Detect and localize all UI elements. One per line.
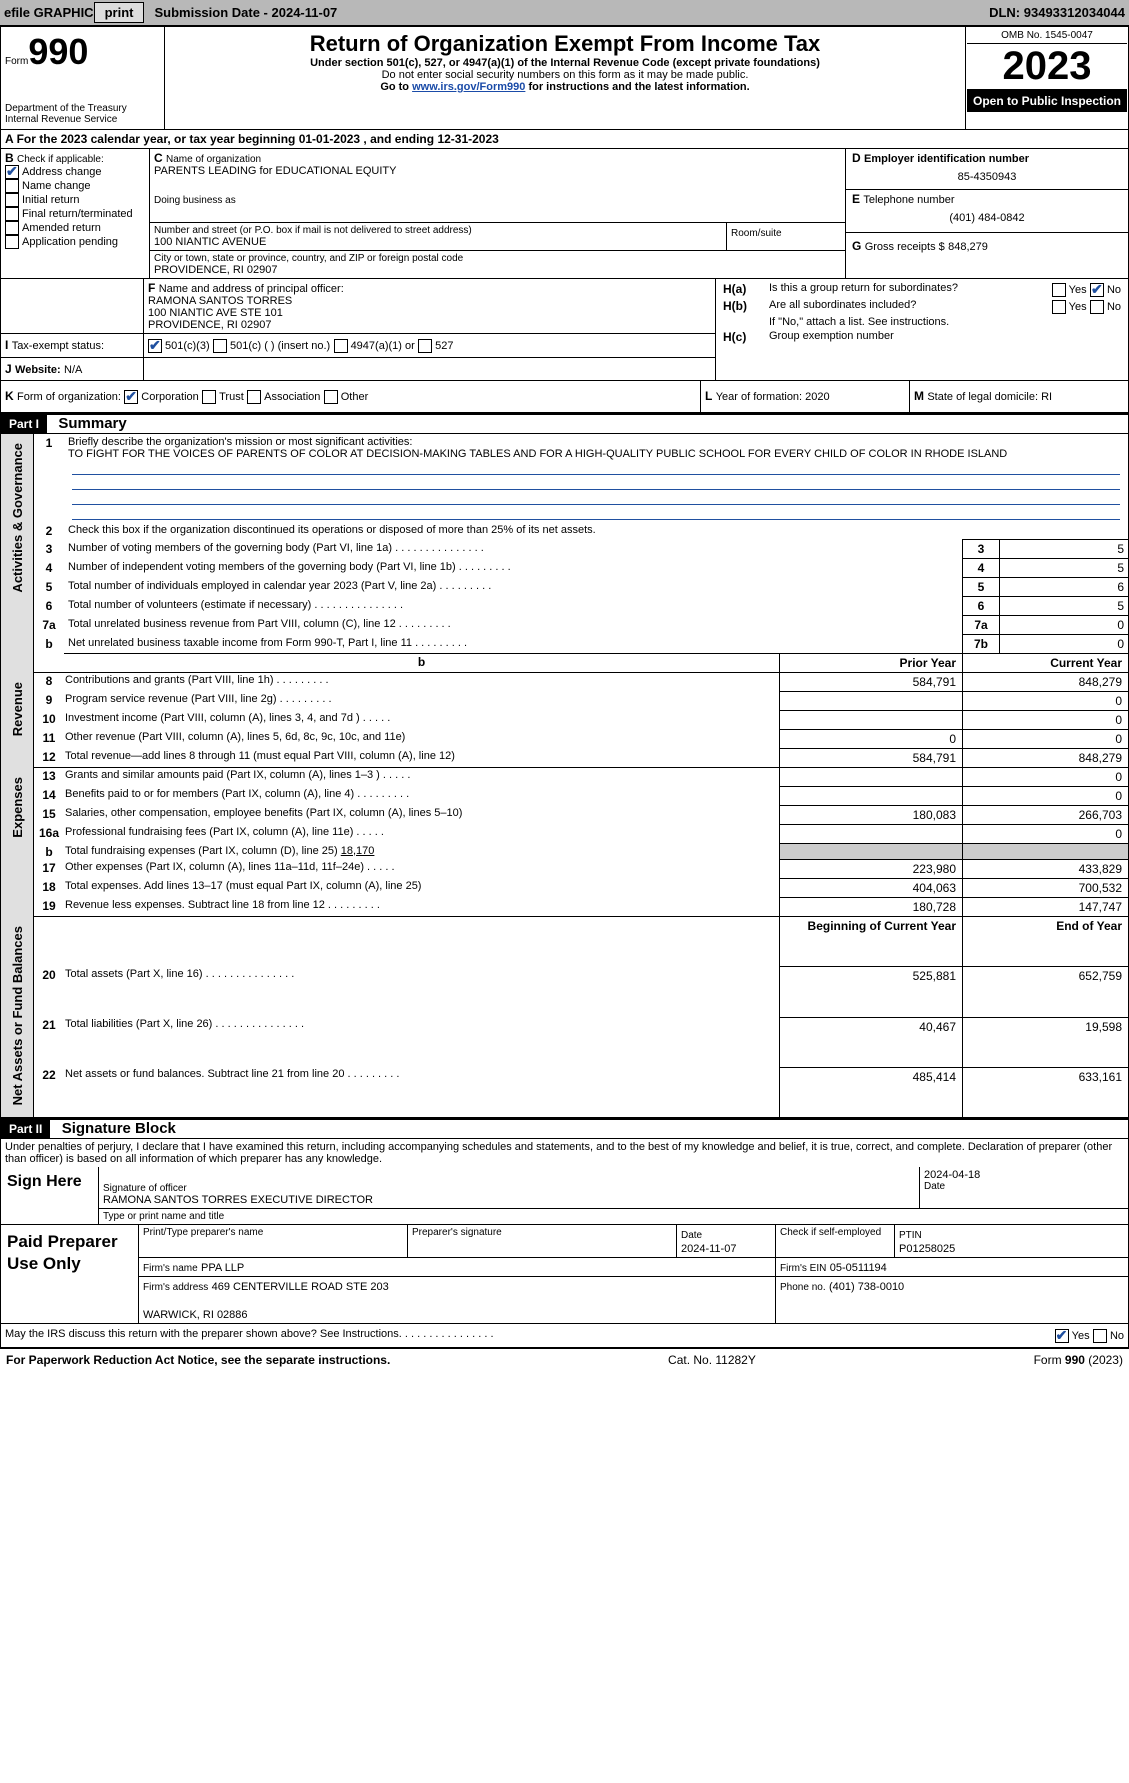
chk-address[interactable]: Address change — [5, 165, 145, 179]
open-inspection: Open to Public Inspection — [967, 90, 1127, 112]
chk-other[interactable] — [324, 390, 338, 404]
officer-name: RAMONA SANTOS TORRES — [148, 295, 711, 307]
chk-initial[interactable]: Initial return — [5, 193, 145, 207]
chk-assoc[interactable] — [247, 390, 261, 404]
chk-final[interactable]: Final return/terminated — [5, 207, 145, 221]
chk-amended[interactable]: Amended return — [5, 221, 145, 235]
efile-label: efile GRAPHIC — [4, 5, 94, 20]
chk-corp[interactable] — [124, 390, 138, 404]
print-button[interactable]: print — [94, 2, 145, 23]
subtitle3: Go to www.irs.gov/Form990 for instructio… — [173, 81, 957, 93]
officer-addr: 100 NIANTIC AVE STE 101 PROVIDENCE, RI 0… — [148, 307, 711, 331]
discuss-no[interactable] — [1093, 1329, 1107, 1343]
discuss-row: May the IRS discuss this return with the… — [0, 1324, 1129, 1348]
topbar: efile GRAPHIC print Submission Date - 20… — [0, 0, 1129, 27]
part2-header: Part II Signature Block — [0, 1118, 1129, 1139]
ein: 85-4350943 — [852, 165, 1122, 189]
ha-yes[interactable] — [1052, 283, 1066, 297]
city: PROVIDENCE, RI 02907 — [154, 264, 841, 276]
chk-name[interactable]: Name change — [5, 179, 145, 193]
hb-yes[interactable] — [1052, 300, 1066, 314]
address: 100 NIANTIC AVENUE — [154, 236, 722, 248]
part1-header: Part I Summary — [0, 413, 1129, 434]
chk-527[interactable] — [418, 339, 432, 353]
org-name: PARENTS LEADING for EDUCATIONAL EQUITY — [154, 165, 841, 177]
gross-receipts: 848,279 — [948, 241, 988, 253]
subdate-label: Submission Date - 2024-11-07 — [154, 5, 337, 20]
subtitle1: Under section 501(c), 527, or 4947(a)(1)… — [173, 57, 957, 69]
declaration: Under penalties of perjury, I declare th… — [0, 1139, 1129, 1167]
phone: (401) 484-0842 — [852, 206, 1122, 230]
officer-sig: RAMONA SANTOS TORRES EXECUTIVE DIRECTOR — [103, 1194, 915, 1206]
title: Return of Organization Exempt From Incom… — [173, 31, 957, 57]
irs-link[interactable]: www.irs.gov/Form990 — [412, 81, 525, 93]
form-label: Form — [5, 56, 28, 67]
row-a: A For the 2023 calendar year, or tax yea… — [0, 130, 1129, 149]
klm-block: K Form of organization: Corporation Trus… — [0, 381, 1129, 413]
chk-trust[interactable] — [202, 390, 216, 404]
tax-year: 2023 — [967, 44, 1127, 90]
ha-no[interactable] — [1090, 283, 1104, 297]
omb: OMB No. 1545-0047 — [967, 28, 1127, 44]
header-block: B Check if applicable: Address change Na… — [0, 149, 1129, 279]
mission: TO FIGHT FOR THE VOICES OF PARENTS OF CO… — [68, 448, 1124, 460]
chk-501c3[interactable] — [148, 339, 162, 353]
sign-block: Sign Here Signature of officer RAMONA SA… — [0, 1167, 1129, 1225]
summary-table: Activities & Governance 1 Briefly descri… — [0, 434, 1129, 1118]
chk-4947[interactable] — [334, 339, 348, 353]
header-table: Form990 Department of the Treasury Inter… — [0, 27, 1129, 130]
chk-501c[interactable] — [213, 339, 227, 353]
preparer-block: Paid Preparer Use Only Print/Type prepar… — [0, 1225, 1129, 1324]
dept-text: Department of the Treasury Internal Reve… — [5, 103, 160, 125]
form-number: 990 — [28, 31, 88, 72]
f-h-block: F Name and address of principal officer:… — [0, 279, 1129, 381]
dln-label: DLN: 93493312034044 — [989, 5, 1125, 20]
website: N/A — [64, 364, 82, 376]
footer: For Paperwork Reduction Act Notice, see … — [0, 1348, 1129, 1371]
subtitle2: Do not enter social security numbers on … — [173, 69, 957, 81]
firm-name: PPA LLP — [201, 1262, 244, 1274]
hb-no[interactable] — [1090, 300, 1104, 314]
discuss-yes[interactable] — [1055, 1329, 1069, 1343]
chk-pending[interactable]: Application pending — [5, 235, 145, 249]
